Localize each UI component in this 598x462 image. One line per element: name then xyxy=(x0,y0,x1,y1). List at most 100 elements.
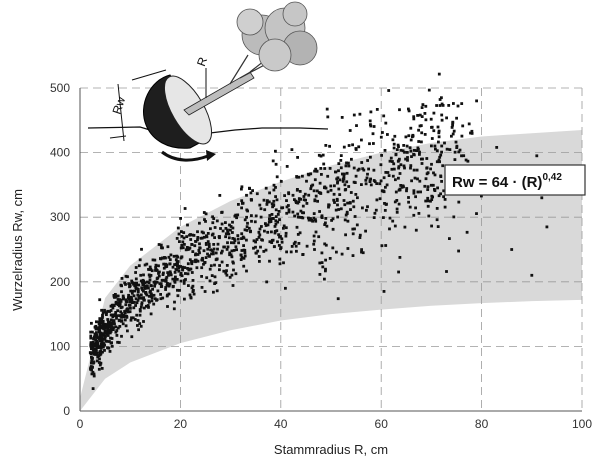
data-point xyxy=(92,372,96,376)
data-point xyxy=(107,323,111,326)
data-point xyxy=(326,115,330,119)
data-point xyxy=(345,171,349,175)
data-point xyxy=(355,124,358,127)
data-point xyxy=(151,258,155,262)
data-point xyxy=(279,246,283,249)
data-point xyxy=(314,218,317,221)
data-point xyxy=(300,216,303,219)
data-point xyxy=(294,201,298,204)
data-point xyxy=(139,324,143,328)
data-point xyxy=(100,308,103,312)
data-point xyxy=(282,226,285,230)
data-point xyxy=(108,340,111,343)
data-point xyxy=(285,199,288,202)
data-point xyxy=(407,109,411,113)
data-point xyxy=(165,265,169,268)
data-point xyxy=(100,324,104,328)
data-point xyxy=(103,310,106,314)
data-point xyxy=(264,248,268,252)
data-point xyxy=(366,172,369,176)
data-point xyxy=(181,268,185,272)
data-point xyxy=(313,198,317,202)
data-point xyxy=(388,159,392,163)
data-point xyxy=(127,296,130,300)
data-point xyxy=(293,240,297,244)
data-point xyxy=(257,255,261,258)
data-point xyxy=(437,140,440,144)
data-point xyxy=(129,318,133,322)
data-point xyxy=(112,295,116,298)
data-point xyxy=(430,224,433,228)
data-point xyxy=(442,195,445,199)
x-tick-label: 0 xyxy=(77,417,84,431)
data-point-outlier xyxy=(545,225,549,229)
data-point xyxy=(152,302,156,306)
data-point xyxy=(108,350,112,353)
data-point xyxy=(154,263,158,267)
data-point xyxy=(326,174,330,178)
data-point xyxy=(124,309,128,313)
data-point xyxy=(274,208,278,212)
data-point xyxy=(97,354,101,357)
data-point xyxy=(310,184,313,188)
data-point xyxy=(364,182,368,186)
data-point-outlier xyxy=(530,273,534,277)
data-point xyxy=(245,269,248,273)
data-point xyxy=(435,207,439,210)
data-point xyxy=(177,232,181,236)
data-point xyxy=(202,235,206,239)
data-point xyxy=(412,115,416,119)
data-point xyxy=(407,196,410,199)
data-point xyxy=(137,283,141,287)
data-point xyxy=(110,337,114,340)
data-point xyxy=(146,284,149,288)
data-point xyxy=(225,269,228,273)
data-point xyxy=(131,289,134,293)
data-point xyxy=(460,134,464,138)
data-point xyxy=(382,216,385,219)
y-tick-label: 400 xyxy=(50,146,70,160)
data-point xyxy=(115,334,119,337)
data-point xyxy=(412,213,416,217)
data-point xyxy=(297,242,301,245)
data-point xyxy=(254,214,258,218)
data-point xyxy=(172,307,176,311)
data-point xyxy=(437,194,441,198)
data-point xyxy=(399,148,403,152)
data-point xyxy=(278,235,281,239)
data-point xyxy=(129,289,133,293)
data-point xyxy=(99,319,103,323)
data-point xyxy=(237,203,240,206)
tick-labels: 0 20 40 60 80 100 0 100 200 300 400 500 xyxy=(50,81,592,431)
data-point xyxy=(293,198,296,201)
data-point xyxy=(426,188,430,191)
data-point xyxy=(184,248,188,252)
data-point xyxy=(392,142,396,146)
data-point xyxy=(391,138,395,142)
data-point xyxy=(248,186,251,190)
data-point xyxy=(391,160,394,163)
data-point xyxy=(93,335,96,339)
data-point xyxy=(229,228,232,232)
data-point xyxy=(174,263,178,266)
data-point xyxy=(236,237,240,241)
data-point xyxy=(205,276,209,280)
data-point xyxy=(156,276,160,280)
data-point xyxy=(398,256,402,259)
data-point xyxy=(198,221,201,225)
data-point xyxy=(210,252,213,256)
data-point xyxy=(266,199,269,202)
data-point xyxy=(204,220,207,223)
data-point xyxy=(175,278,179,281)
data-point xyxy=(121,294,125,298)
data-point xyxy=(365,176,369,180)
data-point xyxy=(440,150,443,154)
data-point xyxy=(313,248,316,251)
data-point xyxy=(99,321,102,324)
data-point xyxy=(360,138,363,142)
data-point xyxy=(221,229,225,233)
data-point xyxy=(277,210,281,213)
data-point xyxy=(114,311,118,314)
data-point xyxy=(189,267,193,271)
data-point xyxy=(250,219,253,223)
